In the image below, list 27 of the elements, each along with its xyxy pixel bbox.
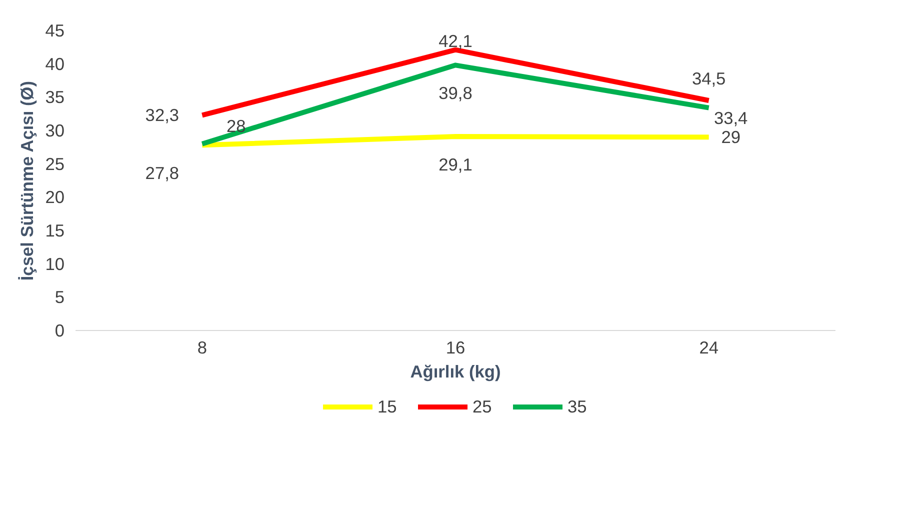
data-label: 29,1 <box>438 154 472 174</box>
x-tick-label: 24 <box>699 338 719 358</box>
y-tick-label: 10 <box>45 254 65 274</box>
y-axis-title: İçsel Sürtünme Açısı (Ø) <box>17 80 38 281</box>
x-tick-label: 16 <box>446 338 466 358</box>
y-tick-label: 25 <box>45 154 65 174</box>
legend-label: 25 <box>472 396 492 417</box>
y-tick-label: 15 <box>45 220 65 240</box>
data-label: 32,3 <box>145 105 180 126</box>
data-label: 27,8 <box>145 163 180 184</box>
data-label: 29 <box>721 127 740 148</box>
x-tick-label: 8 <box>197 338 207 358</box>
data-label: 34,5 <box>692 68 726 88</box>
y-tick-label: 40 <box>45 54 65 74</box>
legend-label: 15 <box>378 396 398 417</box>
y-tick-label: 30 <box>45 120 65 140</box>
data-label: 28 <box>226 116 246 136</box>
x-axis-title: Ağırlık (kg) <box>410 362 501 382</box>
y-tick-label: 45 <box>45 20 65 40</box>
data-label: 39,8 <box>438 83 472 104</box>
legend-label: 35 <box>568 396 588 417</box>
data-label: 33,4 <box>714 108 748 128</box>
y-tick-label: 0 <box>54 320 65 340</box>
y-tick-label: 35 <box>45 87 65 108</box>
y-tick-label: 20 <box>45 187 65 208</box>
y-tick-label: 5 <box>54 287 65 308</box>
data-label: 42,1 <box>438 30 472 51</box>
